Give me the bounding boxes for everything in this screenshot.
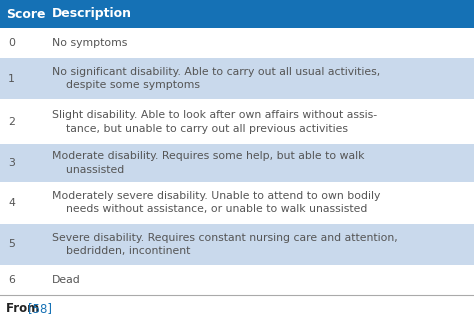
Bar (0, 224, 474, 265)
Text: Description: Description (52, 7, 132, 20)
Text: 6: 6 (8, 275, 15, 285)
Text: Score: Score (6, 7, 46, 20)
Bar (0, 58, 474, 99)
Text: 3: 3 (8, 158, 15, 168)
Text: [58]: [58] (28, 303, 52, 316)
Text: Dead: Dead (52, 275, 81, 285)
Bar (0, 144, 474, 182)
Text: Severe disability. Requires constant nursing care and attention,
    bedridden, : Severe disability. Requires constant nur… (52, 233, 398, 256)
Bar (0, 182, 474, 224)
Text: 4: 4 (8, 198, 15, 208)
Bar (0, 99, 474, 144)
Text: Moderate disability. Requires some help, but able to walk
    unassisted: Moderate disability. Requires some help,… (52, 151, 365, 175)
Bar (0, 0, 474, 28)
Text: No symptoms: No symptoms (52, 38, 128, 48)
Text: 2: 2 (8, 117, 15, 127)
Text: 5: 5 (8, 239, 15, 249)
Text: No significant disability. Able to carry out all usual activities,
    despite s: No significant disability. Able to carry… (52, 67, 380, 90)
Text: Moderately severe disability. Unable to attend to own bodily
    needs without a: Moderately severe disability. Unable to … (52, 191, 380, 214)
Text: Slight disability. Able to look after own affairs without assis-
    tance, but : Slight disability. Able to look after ow… (52, 110, 377, 134)
Bar (0, 265, 474, 295)
Text: 0: 0 (8, 38, 15, 48)
Text: From: From (6, 303, 44, 316)
Bar (0, 28, 474, 58)
Text: 1: 1 (8, 74, 15, 84)
